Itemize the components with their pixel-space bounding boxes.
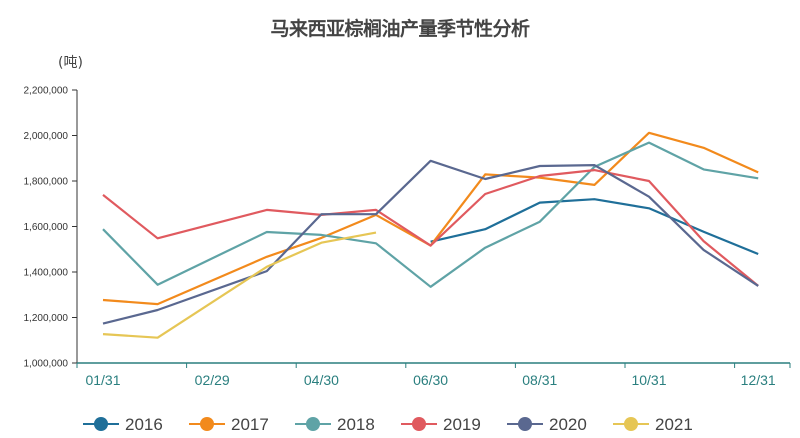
y-tick-label: 2,000,000 [24,131,69,142]
legend-label-2018: 2018 [337,415,375,434]
y-tick-label: 1,800,000 [24,177,69,188]
y-tick-label: 1,600,000 [24,222,69,233]
legend-label-2020: 2020 [549,415,587,434]
x-tick-label: 06/30 [413,372,448,388]
y-tick-label: 1,400,000 [24,268,69,279]
x-tick-label: 01/31 [85,372,120,388]
x-tick-label: 08/31 [522,372,557,388]
legend-marker-2016 [94,417,108,431]
series-line-2018 [102,141,759,288]
legend-label-2019: 2019 [443,415,481,434]
x-tick-label: 10/31 [631,372,666,388]
legend-label-2021: 2021 [655,415,693,434]
chart-title: 马来西亚棕榈油产量季节性分析 [270,18,530,40]
x-tick-label: 12/31 [741,372,776,388]
x-tick-label: 02/29 [195,372,230,388]
legend-label-2016: 2016 [125,415,163,434]
y-tick-label: 1,200,000 [24,313,69,324]
legend-marker-2019 [412,417,426,431]
legend-marker-2018 [306,417,320,431]
series-line-2020 [102,159,759,325]
x-tick-label: 04/30 [304,372,339,388]
series-line-2021 [102,231,377,339]
y-tick-label: 1,000,000 [24,359,69,370]
legend-marker-2020 [518,417,532,431]
legend-label-2017: 2017 [231,415,269,434]
legend-marker-2021 [624,417,638,431]
series-line-2017 [102,131,759,306]
y-tick-label: 2,200,000 [24,86,69,97]
y-axis-unit-label: (吨) [58,55,83,71]
series-line-2019 [102,169,759,287]
legend-marker-2017 [200,417,214,431]
